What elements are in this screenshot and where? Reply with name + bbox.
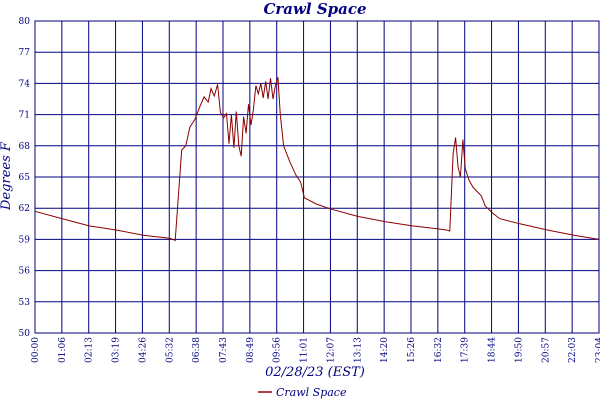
x-tick-label: 09:56	[273, 337, 283, 363]
y-tick-labels: 50 53 56 59 62 65 68 71 74 77 80	[19, 17, 31, 339]
y-axis-title: Degrees F	[0, 141, 14, 211]
x-tick-label: 20:57	[541, 337, 551, 363]
x-tick-label: 17:39	[461, 337, 471, 363]
x-tick-label: 07:43	[219, 337, 229, 363]
y-tick-label: 59	[19, 235, 31, 245]
y-tick-label: 80	[19, 17, 31, 27]
x-tick-label: 13:13	[353, 337, 363, 363]
y-tick-label: 50	[19, 329, 31, 339]
legend: Crawl Space	[258, 386, 347, 399]
series-line-crawl-space	[34, 77, 600, 242]
x-tick-label: 00:00	[31, 337, 41, 363]
x-tick-labels: 00:00 01:06 02:13 03:19 04:26 05:32 06:38 07:43…	[31, 337, 600, 363]
x-tick-label: 18:44	[488, 337, 498, 363]
y-tick-label: 53	[19, 298, 31, 308]
y-tick-label: 68	[19, 142, 31, 152]
x-tick-label: 08:49	[246, 337, 256, 363]
x-tick-label: 03:19	[112, 337, 122, 363]
x-tick-label: 12:07	[326, 337, 336, 363]
x-tick-label: 16:32	[434, 337, 444, 363]
y-tick-label: 56	[19, 267, 31, 277]
chart-title: Crawl Space	[263, 0, 366, 18]
x-tick-label: 23:04	[595, 337, 600, 363]
x-tick-label: 05:32	[165, 337, 175, 363]
x-tick-label: 02:13	[85, 337, 95, 363]
y-tick-label: 71	[19, 111, 30, 121]
x-tick-label: 14:20	[380, 337, 390, 363]
y-tick-label: 74	[19, 79, 31, 89]
plot-frame	[34, 20, 600, 334]
x-axis-title: 02/28/23 (EST)	[265, 365, 365, 380]
y-tick-label: 77	[19, 48, 31, 58]
x-tick-label: 11:01	[300, 337, 310, 363]
x-tick-label: 15:26	[407, 337, 417, 363]
y-tick-label: 62	[19, 204, 30, 214]
x-tick-label: 01:06	[58, 337, 68, 363]
x-tick-label: 04:26	[138, 337, 148, 363]
x-tick-label: 06:38	[192, 337, 202, 363]
x-tick-label: 19:50	[514, 337, 524, 363]
y-tick-label: 65	[19, 173, 31, 183]
x-tick-label: 22:03	[568, 337, 578, 363]
legend-label-crawl-space: Crawl Space	[276, 386, 347, 399]
